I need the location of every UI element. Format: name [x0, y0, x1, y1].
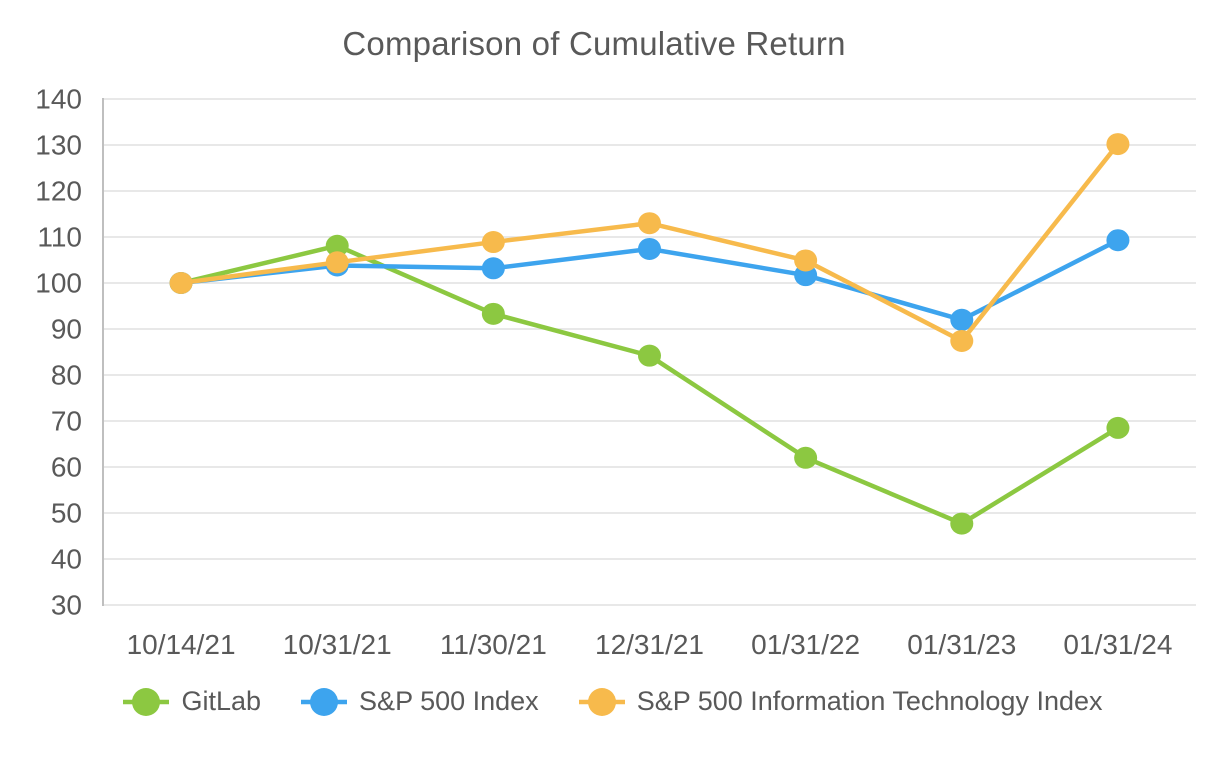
x-tick-label-01-31-23: 01/31/23: [907, 629, 1016, 660]
data-point-s-p-500-information-technology-index-10-31-21: [325, 251, 349, 274]
y-tick-label-70: 70: [51, 406, 82, 437]
x-tick-label-11-30-21: 11/30/21: [440, 629, 547, 660]
data-point-s-p-500-information-technology-index-01-31-22: [794, 249, 818, 272]
data-point-s-p-500-information-technology-index-01-31-23: [950, 329, 974, 352]
chart-title: Comparison of Cumulative Return: [342, 25, 846, 62]
x-tick-label-10-14-21: 10/14/21: [127, 629, 236, 660]
y-tick-label-80: 80: [51, 360, 82, 391]
y-tick-label-90: 90: [51, 314, 82, 345]
data-point-s-p-500-index-12-31-21: [638, 237, 661, 260]
y-tick-label-40: 40: [51, 544, 82, 575]
x-tick-label-01-31-22: 01/31/22: [751, 629, 860, 660]
y-tick-label-100: 100: [35, 268, 82, 299]
x-tick-label-10-31-21: 10/31/21: [283, 629, 392, 660]
y-tick-label-110: 110: [37, 222, 82, 253]
series-line-gitlab: [178, 243, 1121, 526]
legend-marker-icon-gitlab: [123, 687, 170, 716]
legend-marker-icon-s-p-500-information-technology-index: [578, 687, 625, 716]
data-point-gitlab-11-30-21: [481, 302, 505, 325]
data-point-s-p-500-index-11-30-21: [481, 257, 505, 280]
x-tick-label-01-31-24: 01/31/24: [1063, 629, 1172, 660]
legend-item-s-p-500-index: S&P 500 Index: [301, 686, 539, 717]
data-point-s-p-500-information-technology-index-01-31-24: [1106, 133, 1130, 156]
data-point-gitlab-10-31-21: [325, 234, 349, 257]
chart-legend: GitLab S&P 500 Index S&P 500 Information T…: [0, 686, 1226, 717]
legend-item-label: S&P 500 Index: [359, 686, 539, 716]
x-tick-label-12-31-21: 12/31/21: [595, 629, 704, 660]
data-point-s-p-500-information-technology-index-11-30-21: [481, 231, 505, 254]
y-tick-label-120: 120: [35, 176, 82, 207]
data-point-s-p-500-index-01-31-24: [1106, 229, 1130, 252]
legend-item-label: S&P 500 Information Technology Index: [636, 686, 1103, 716]
data-point-s-p-500-information-technology-index-12-31-21: [638, 212, 661, 235]
legend-item-s-p-500-information-technology-index: S&P 500 Information Technology Index: [578, 686, 1103, 717]
legend-item-gitlab: GitLab: [123, 686, 261, 717]
data-point-gitlab-01-31-22: [794, 446, 818, 469]
legend-item-label: GitLab: [181, 686, 262, 716]
y-tick-label-60: 60: [51, 452, 82, 483]
data-point-s-p-500-information-technology-index-10-14-21: [169, 272, 193, 294]
data-point-gitlab-12-31-21: [638, 344, 661, 367]
y-tick-label-130: 130: [35, 130, 82, 161]
data-point-gitlab-01-31-24: [1106, 416, 1130, 439]
y-tick-label-30: 30: [51, 590, 82, 621]
data-point-gitlab-01-31-23: [950, 512, 974, 535]
data-point-s-p-500-index-01-31-23: [950, 308, 974, 331]
y-tick-label-50: 50: [51, 498, 82, 529]
y-tick-label-140: 140: [35, 84, 82, 115]
legend-marker-icon-s-p-500-index: [301, 687, 348, 716]
